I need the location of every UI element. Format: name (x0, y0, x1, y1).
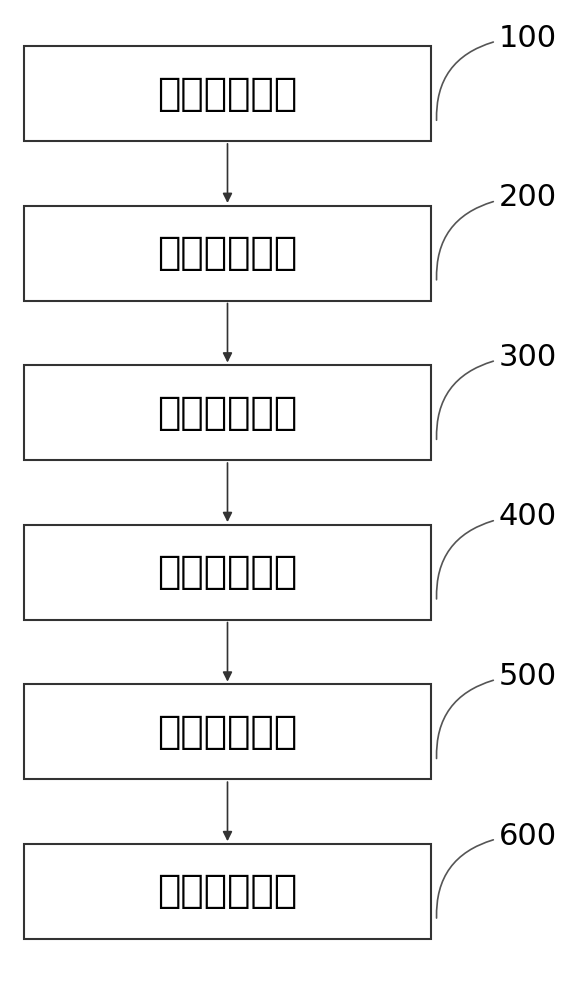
Bar (24, 206, 431, 301)
Bar (24, 46, 431, 141)
Text: 接收参数步骤: 接收参数步骤 (158, 75, 297, 113)
Text: 200: 200 (499, 183, 557, 212)
Bar (24, 525, 431, 620)
Text: 300: 300 (499, 343, 557, 372)
Text: 500: 500 (499, 662, 557, 691)
Bar (24, 844, 431, 939)
Bar (24, 684, 431, 779)
Text: 波形复制步骤: 波形复制步骤 (158, 234, 297, 272)
Text: 600: 600 (499, 822, 557, 851)
Text: 请求读取步骤: 请求读取步骤 (158, 394, 297, 432)
Text: 逐点生成步骤: 逐点生成步骤 (158, 713, 297, 751)
Text: 100: 100 (499, 24, 557, 53)
Text: 数据读取步骤: 数据读取步骤 (158, 553, 297, 591)
Text: 400: 400 (499, 502, 557, 531)
Text: 数模转换步骤: 数模转换步骤 (158, 872, 297, 910)
Bar (24, 365, 431, 460)
